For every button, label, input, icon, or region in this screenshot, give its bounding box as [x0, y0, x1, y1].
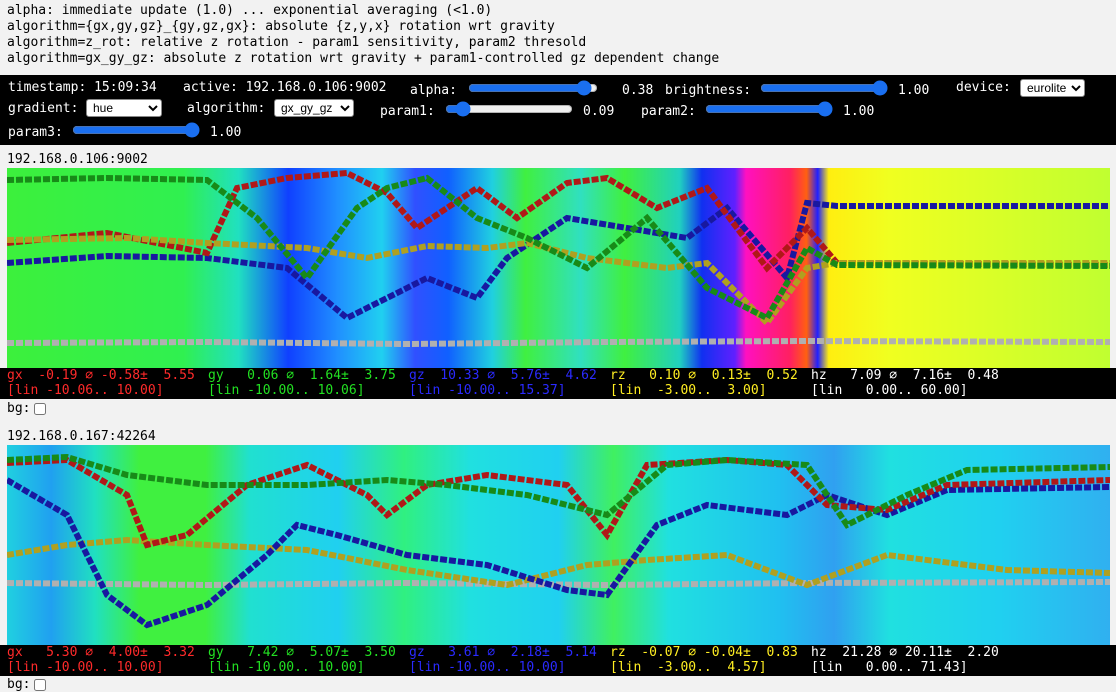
stat-values: gy 0.06 ⌀ 1.64± 3.75: [208, 368, 396, 383]
stat-values: gz 3.61 ⌀ 2.18± 5.14: [409, 645, 597, 660]
stat-range: [lin -3.00.. 4.57]: [610, 660, 767, 675]
trace: [7, 453, 1110, 529]
trace: [7, 536, 1110, 589]
param1-slider[interactable]: [445, 102, 573, 116]
plot: [7, 445, 1110, 645]
gradient-select[interactable]: hue: [86, 99, 162, 117]
trace: [7, 199, 1110, 322]
stat-range: [lin 0.00.. 71.43]: [811, 660, 968, 675]
bg-label: bg:: [7, 677, 31, 692]
stat-values: hz 7.09 ⌀ 7.16± 0.48: [811, 368, 999, 383]
device-label: device:: [956, 80, 1011, 95]
stat-values: rz -0.07 ⌀ -0.04± 0.83: [610, 645, 798, 660]
stats-row: gx -0.19 ⌀ -0.58± 5.55 [lin -10.06.. 10.0…: [0, 368, 1116, 399]
brightness-slider[interactable]: [760, 81, 888, 95]
help-line: alpha: immediate update (1.0) ... expone…: [7, 3, 493, 18]
gradient-label: gradient:: [8, 101, 79, 116]
control-bar: timestamp: 15:09:34 active: 192.168.0.10…: [0, 75, 1116, 145]
timestamp: timestamp: 15:09:34: [8, 80, 157, 95]
stat-range: [lin -10.00.. 10.06]: [208, 383, 365, 398]
stat-range: [lin 0.00.. 60.00]: [811, 383, 968, 398]
device-address: 192.168.0.167:42264: [7, 429, 156, 444]
stat-range: [lin -10.00.. 15.37]: [409, 383, 566, 398]
bg-label: bg:: [7, 401, 31, 416]
param2-label: param2:: [641, 104, 696, 119]
bg-checkbox[interactable]: [34, 402, 47, 415]
bg-checkbox[interactable]: [34, 678, 47, 691]
param3-value: 1.00: [210, 125, 242, 140]
brightness-label: brightness:: [665, 83, 752, 98]
alpha-label: alpha:: [410, 83, 457, 98]
alpha-value: 0.38: [622, 83, 654, 98]
algorithm-select[interactable]: gx_gy_gz: [274, 99, 354, 117]
help-line: algorithm=gx_gy_gz: absolute z rotation …: [7, 51, 720, 66]
trace: [7, 174, 1110, 322]
plot: [7, 168, 1110, 368]
bg-toggle: bg:: [7, 401, 47, 416]
bg-toggle: bg:: [7, 677, 47, 692]
alpha-slider[interactable]: [468, 81, 598, 95]
device-address: 192.168.0.106:9002: [7, 152, 148, 167]
stat-range: [lin -10.00.. 10.00]: [208, 660, 365, 675]
stat-values: rz 0.10 ⌀ 0.13± 0.52: [610, 368, 798, 383]
stats-row: gx 5.30 ⌀ 4.00± 3.32 [lin -10.00.. 10.00]…: [0, 645, 1116, 676]
active: active: 192.168.0.106:9002: [183, 80, 387, 95]
trace: [7, 234, 1110, 328]
stat-range: [lin -3.00.. 3.00]: [610, 383, 767, 398]
stat-values: gy 7.42 ⌀ 5.07± 3.50: [208, 645, 396, 660]
param2-value: 1.00: [843, 104, 875, 119]
stat-values: hz 21.28 ⌀ 20.11± 2.20: [811, 645, 999, 660]
stat-values: gx 5.30 ⌀ 4.00± 3.32: [7, 645, 195, 660]
algorithm-label: algorithm:: [187, 101, 266, 116]
param3-label: param3:: [8, 125, 63, 140]
param2-slider[interactable]: [705, 102, 833, 116]
help-line: algorithm={gx,gy,gz}_{gy,gz,gx}: absolut…: [7, 19, 555, 34]
param1-label: param1:: [380, 104, 435, 119]
device-select[interactable]: eurolite: [1020, 79, 1085, 97]
stat-values: gx -0.19 ⌀ -0.58± 5.55: [7, 368, 195, 383]
help-line: algorithm=z_rot: relative z rotation - p…: [7, 35, 587, 50]
trace: [7, 337, 1110, 348]
param1-value: 0.09: [583, 104, 615, 119]
param3-slider[interactable]: [72, 123, 200, 137]
stat-range: [lin -10.00.. 10.00]: [409, 660, 566, 675]
brightness-value: 1.00: [898, 83, 930, 98]
stat-values: gz 10.33 ⌀ 5.76± 4.62: [409, 368, 597, 383]
stat-range: [lin -10.06.. 10.00]: [7, 383, 164, 398]
trace: [7, 456, 1110, 549]
stat-range: [lin -10.00.. 10.00]: [7, 660, 164, 675]
